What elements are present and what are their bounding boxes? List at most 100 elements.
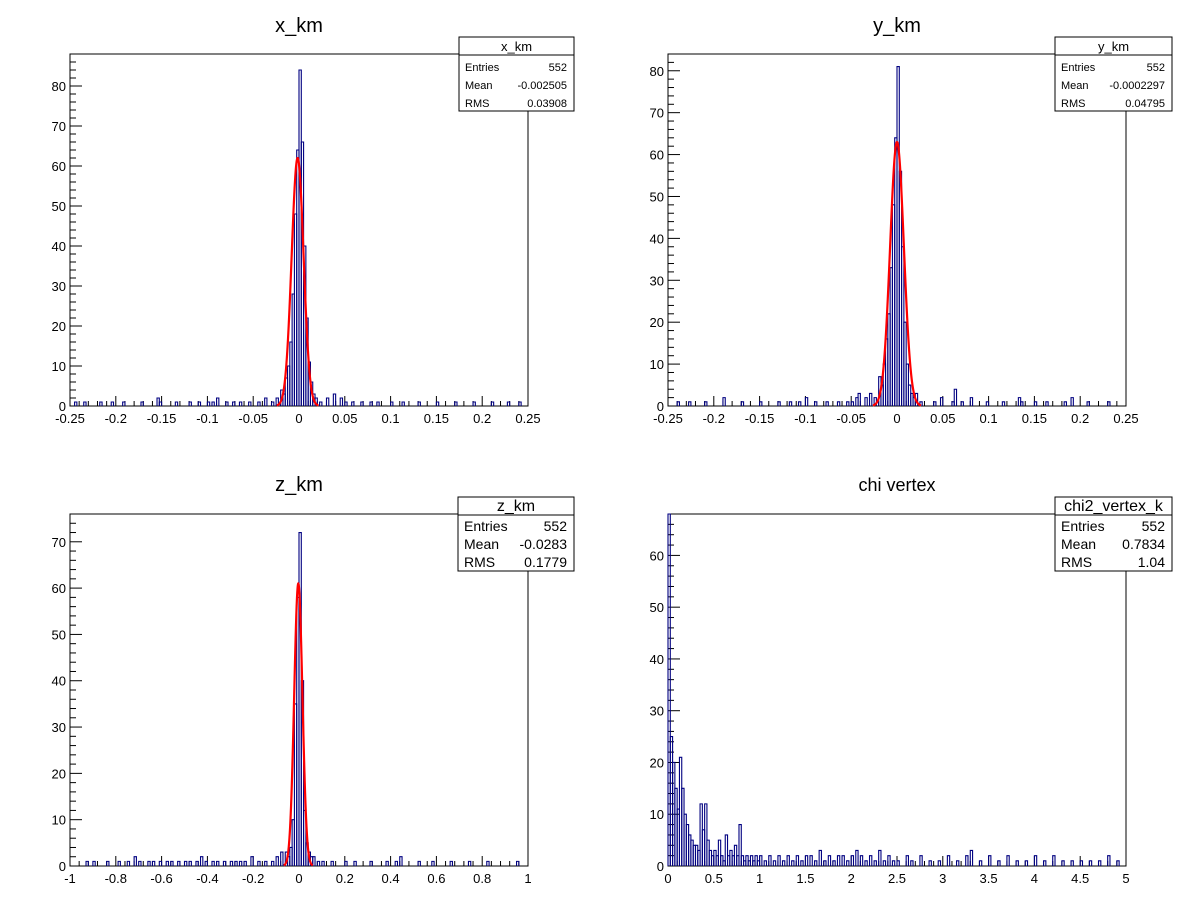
histogram-bin <box>836 401 841 406</box>
histogram-bin <box>850 855 855 866</box>
chart-title: y_km <box>873 15 921 37</box>
histogram-bin <box>788 401 793 406</box>
histogram-bin <box>506 401 511 406</box>
histogram-bin <box>229 860 234 866</box>
histogram-bin <box>919 855 923 866</box>
stats-key: Mean <box>1061 536 1096 552</box>
histogram-bin <box>257 401 261 406</box>
y-tick-label: 60 <box>52 581 66 596</box>
histogram-bin <box>454 401 458 406</box>
stats-value: 1.04 <box>1138 554 1165 570</box>
y-tick-label: 0 <box>59 859 66 874</box>
y-tick-label: 30 <box>52 279 66 294</box>
histogram-bin <box>850 401 855 406</box>
stats-key: Entries <box>464 518 508 534</box>
histogram-bin <box>151 860 156 866</box>
histogram-bin <box>225 401 229 406</box>
histogram-bin <box>158 860 163 866</box>
histogram-bin <box>1043 860 1047 866</box>
histogram-bin <box>238 860 243 866</box>
histogram-bin <box>516 860 520 866</box>
x-tick-label: -0.2 <box>242 871 264 886</box>
histogram-bin <box>795 855 800 866</box>
histogram-bin <box>1061 860 1065 866</box>
histogram-bin <box>763 860 768 866</box>
histogram-bin <box>864 860 868 866</box>
y-tick-label: 40 <box>650 231 664 246</box>
x-tick-label: 0.6 <box>427 871 445 886</box>
histogram-bin <box>791 860 795 866</box>
chart-panel-0: x_km -0.25 -0.2 -0.15 -0.1 -0.05 0 0.05 0.1 0.15 0… <box>52 15 575 426</box>
histogram-bin <box>836 855 841 866</box>
histogram-bin <box>1024 860 1029 866</box>
x-tick-label: -0.1 <box>196 411 218 426</box>
stats-value: -0.002505 <box>517 80 567 92</box>
histogram-bin <box>960 401 964 406</box>
stats-box: z_km Entries 552 Mean -0.0283 RMS 0.1779 <box>457 496 575 572</box>
x-tick-label: -0.05 <box>238 411 268 426</box>
y-tick-label: 20 <box>650 315 664 330</box>
y-tick-label: 70 <box>650 106 664 121</box>
x-tick-label: 0.2 <box>1071 411 1089 426</box>
histogram-bin <box>85 860 89 866</box>
x-tick-label: 0.1 <box>382 411 400 426</box>
histogram-bin <box>777 401 781 406</box>
x-tick-label: 5 <box>1122 871 1129 886</box>
histogram-bin <box>1017 397 1022 406</box>
x-tick-label: 0.05 <box>930 411 955 426</box>
y-tick-label: 30 <box>650 704 664 719</box>
histogram-bin <box>1033 401 1038 406</box>
histogram-bin <box>797 401 802 406</box>
histogram-bin <box>140 401 144 406</box>
y-tick-label: 70 <box>52 535 66 550</box>
histogram-bin <box>965 855 969 866</box>
histogram-bin <box>250 856 254 866</box>
x-tick-label: 0.05 <box>332 411 357 426</box>
histogram-bin <box>832 860 836 866</box>
histogram-bin <box>199 856 204 866</box>
histogram-bin <box>772 860 777 866</box>
histogram-bin <box>1079 860 1084 866</box>
x-tick-label: -0.2 <box>703 411 725 426</box>
histogram-bin <box>188 401 192 406</box>
chart-panel-1: y_km -0.25 -0.2 -0.15 -0.1 -0.05 0 0.05 0.1 0.15 0… <box>650 15 1173 426</box>
histogram-bin <box>939 397 944 406</box>
y-tick-label: 20 <box>52 766 66 781</box>
y-tick-label: 10 <box>52 359 66 374</box>
histogram-bin <box>138 860 142 866</box>
histogram-bin <box>222 860 227 866</box>
histogram-bin <box>99 401 103 406</box>
histogram-bin <box>312 856 316 866</box>
x-tick-label: 0.15 <box>1022 411 1047 426</box>
histogram-bin <box>339 397 344 406</box>
histogram-bin <box>1033 855 1038 866</box>
histogram-bin <box>216 860 220 866</box>
histogram-bin <box>910 860 914 866</box>
stats-key: Mean <box>1061 80 1089 92</box>
histogram-bin <box>804 397 809 406</box>
x-tick-label: 0 <box>295 411 302 426</box>
x-tick-label: -0.25 <box>55 411 85 426</box>
gaussian-fit-curve <box>276 156 319 407</box>
stats-value: 552 <box>544 518 568 534</box>
y-tick-label: 50 <box>650 189 664 204</box>
histogram-bin <box>264 860 268 866</box>
histogram-bin <box>110 401 115 406</box>
histogram-bin <box>1045 401 1049 406</box>
histogram-bin <box>106 860 110 866</box>
y-tick-label: 80 <box>52 79 66 94</box>
stats-box-name: chi2_vertex_k <box>1064 498 1164 515</box>
histogram-bin <box>216 397 220 406</box>
histogram-bin <box>170 860 174 866</box>
histogram-bin <box>486 860 490 866</box>
y-tick-label: 50 <box>52 199 66 214</box>
histogram-bin <box>158 401 163 406</box>
histogram-bin <box>248 401 252 406</box>
x-tick-label: -0.05 <box>836 411 866 426</box>
stats-value: 552 <box>1142 518 1166 534</box>
histogram-bin <box>195 860 199 866</box>
histogram-bin <box>814 860 818 866</box>
histogram-bin <box>1052 855 1056 866</box>
histogram-bin <box>800 860 804 866</box>
histogram-bin <box>376 401 380 406</box>
